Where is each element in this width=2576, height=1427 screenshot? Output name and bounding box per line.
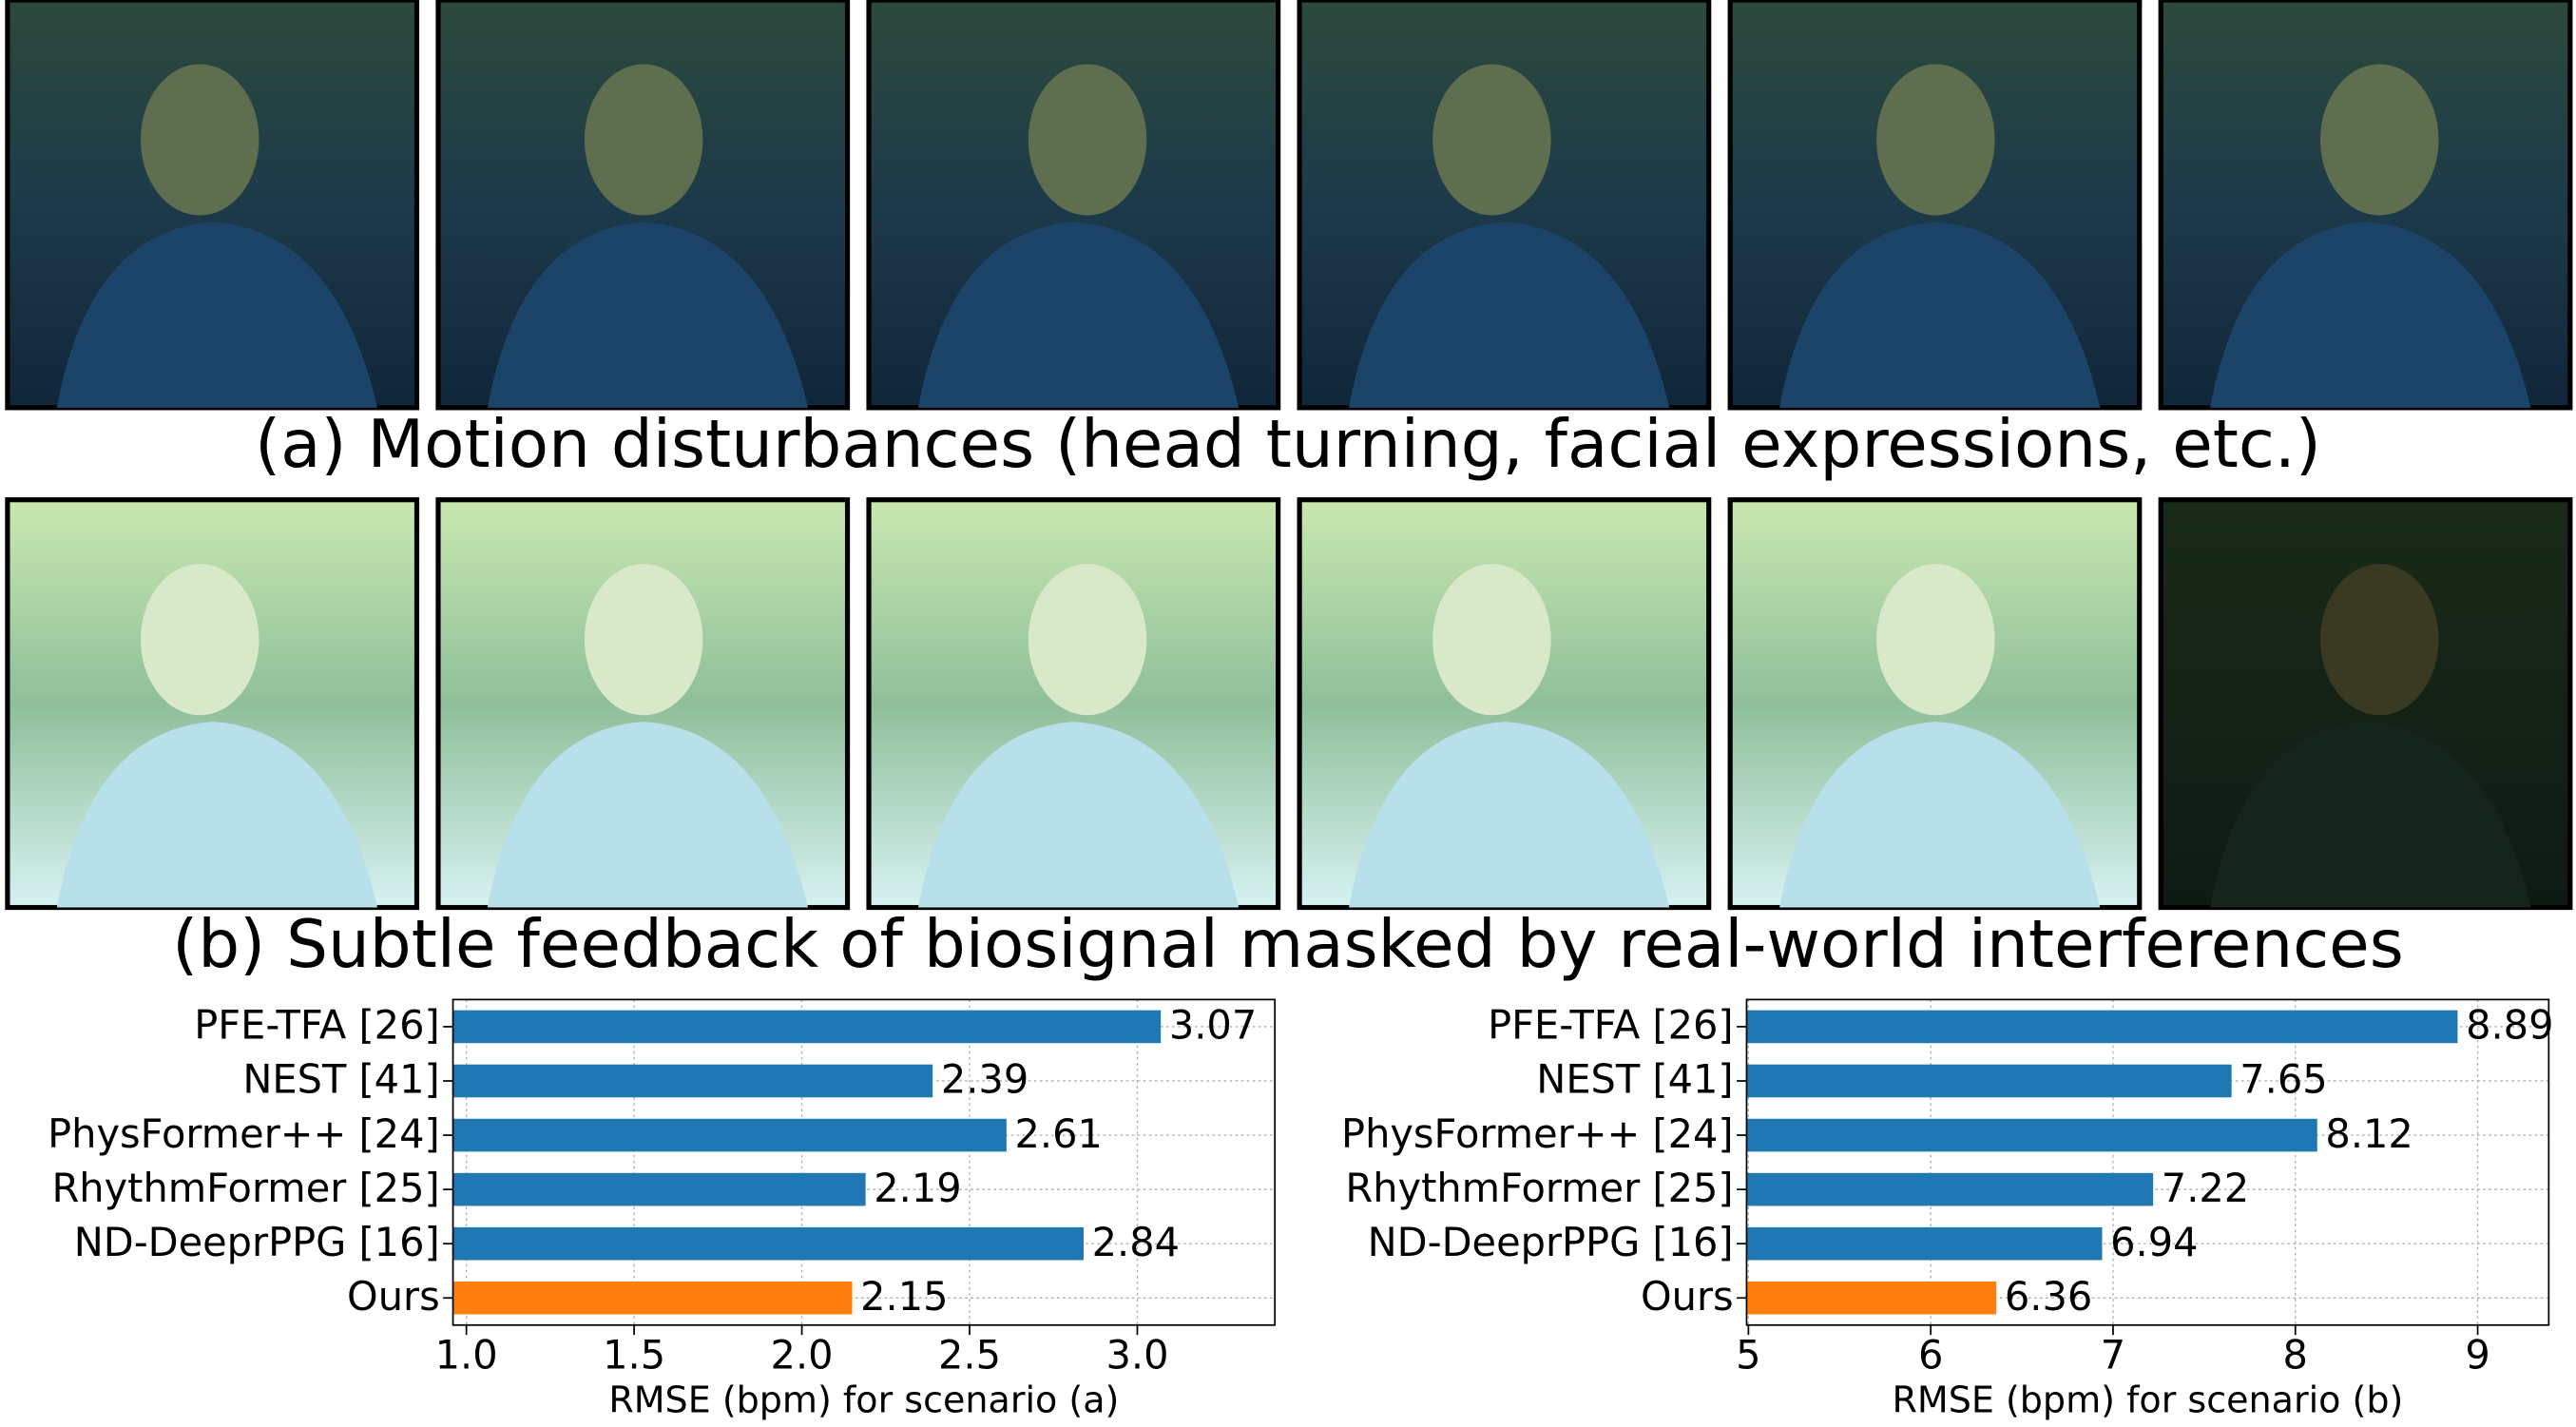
y-tick-label: PhysFormer++ [24] [1341, 1110, 1734, 1157]
caption: (b) Subtle feedback of biosignal masked … [172, 907, 2404, 983]
photo-body [487, 222, 809, 408]
bar [1746, 1226, 2103, 1261]
y-tick-label: Ours [347, 1273, 440, 1320]
x-tick-label: 1.5 [603, 1331, 665, 1378]
value-label: 3.07 [1169, 1002, 1257, 1049]
photo-face [140, 564, 260, 716]
x-tick-label: 3.0 [1105, 1331, 1168, 1378]
value-label: 6.36 [2005, 1273, 2092, 1320]
caption: (a) Motion disturbances (head turning, f… [255, 407, 2321, 483]
photo-body [1779, 222, 2101, 408]
bar [452, 1281, 853, 1315]
photo-body [917, 222, 1240, 408]
photo-face [1432, 64, 1551, 216]
plot-frame [452, 998, 1277, 1326]
x-tick-label: 7 [2101, 1331, 2125, 1378]
plot-frame [1745, 998, 2550, 1326]
photo-face [140, 64, 260, 216]
photo-face [1028, 564, 1147, 716]
y-tick-label: Ours [1641, 1273, 1734, 1320]
value-label: 8.12 [2325, 1110, 2413, 1157]
x-tick-label: 8 [2283, 1331, 2308, 1378]
value-label: 8.89 [2466, 1002, 2553, 1049]
bar [1746, 1118, 2317, 1152]
x-tick-label: 2.5 [938, 1331, 1001, 1378]
photo-face [584, 64, 703, 216]
photo-face [1028, 64, 1147, 216]
value-label: 2.61 [1014, 1110, 1102, 1157]
photo-face [1876, 564, 1995, 716]
photo-body [1779, 722, 2101, 908]
photo-face [1876, 64, 1995, 216]
x-tick-label: 9 [2465, 1331, 2489, 1378]
photo-body [2210, 722, 2531, 908]
x-axis-title: RMSE (bpm) for scenario (a) [608, 1379, 1119, 1421]
x-tick-label: 6 [1918, 1331, 1943, 1378]
y-tick-label: PFE-TFA [26] [1488, 1002, 1733, 1049]
y-tick-label: RhythmFormer [25] [1345, 1165, 1733, 1211]
photo-body [56, 722, 377, 908]
value-label: 2.15 [860, 1273, 948, 1320]
y-tick-label: ND-DeeprPPG [16] [1368, 1219, 1734, 1265]
x-tick-label: 2.0 [771, 1331, 834, 1378]
y-tick-label: ND-DeeprPPG [16] [74, 1219, 440, 1265]
y-tick-label: RhythmFormer [25] [51, 1165, 439, 1211]
photo-face [2319, 564, 2439, 716]
x-tick-label: 1.0 [435, 1331, 498, 1378]
y-tick-label: PhysFormer++ [24] [48, 1110, 440, 1157]
photo-body [2210, 222, 2531, 408]
value-label: 7.22 [2162, 1165, 2249, 1211]
y-tick-label: NEST [41] [242, 1056, 439, 1103]
value-label: 6.94 [2110, 1219, 2198, 1265]
photo-body [1348, 222, 1670, 408]
value-label: 2.19 [874, 1165, 961, 1211]
x-axis-title: RMSE (bpm) for scenario (b) [1892, 1379, 2403, 1421]
y-tick-label: NEST [41] [1536, 1056, 1733, 1103]
bar [452, 1064, 933, 1098]
bar [452, 1010, 1162, 1044]
x-tick-label: 5 [1736, 1331, 1760, 1378]
bar [1746, 1064, 2232, 1098]
photo-face [1432, 564, 1551, 716]
photo-face [584, 564, 703, 716]
value-label: 2.84 [1092, 1219, 1180, 1265]
y-tick-label: PFE-TFA [26] [194, 1002, 439, 1049]
bar [1746, 1281, 1997, 1315]
bar [1746, 1010, 2458, 1044]
value-label: 7.65 [2240, 1056, 2327, 1103]
value-label: 2.39 [941, 1056, 1028, 1103]
photo-face [2319, 64, 2439, 216]
photo-body [56, 222, 377, 408]
photo-body [487, 722, 809, 908]
bar [452, 1226, 1085, 1261]
bar [452, 1118, 1007, 1152]
photo-body [1348, 722, 1670, 908]
bar [452, 1172, 866, 1206]
bar [1746, 1172, 2154, 1206]
photo-body [917, 722, 1240, 908]
photo-grid [5, 0, 2573, 911]
